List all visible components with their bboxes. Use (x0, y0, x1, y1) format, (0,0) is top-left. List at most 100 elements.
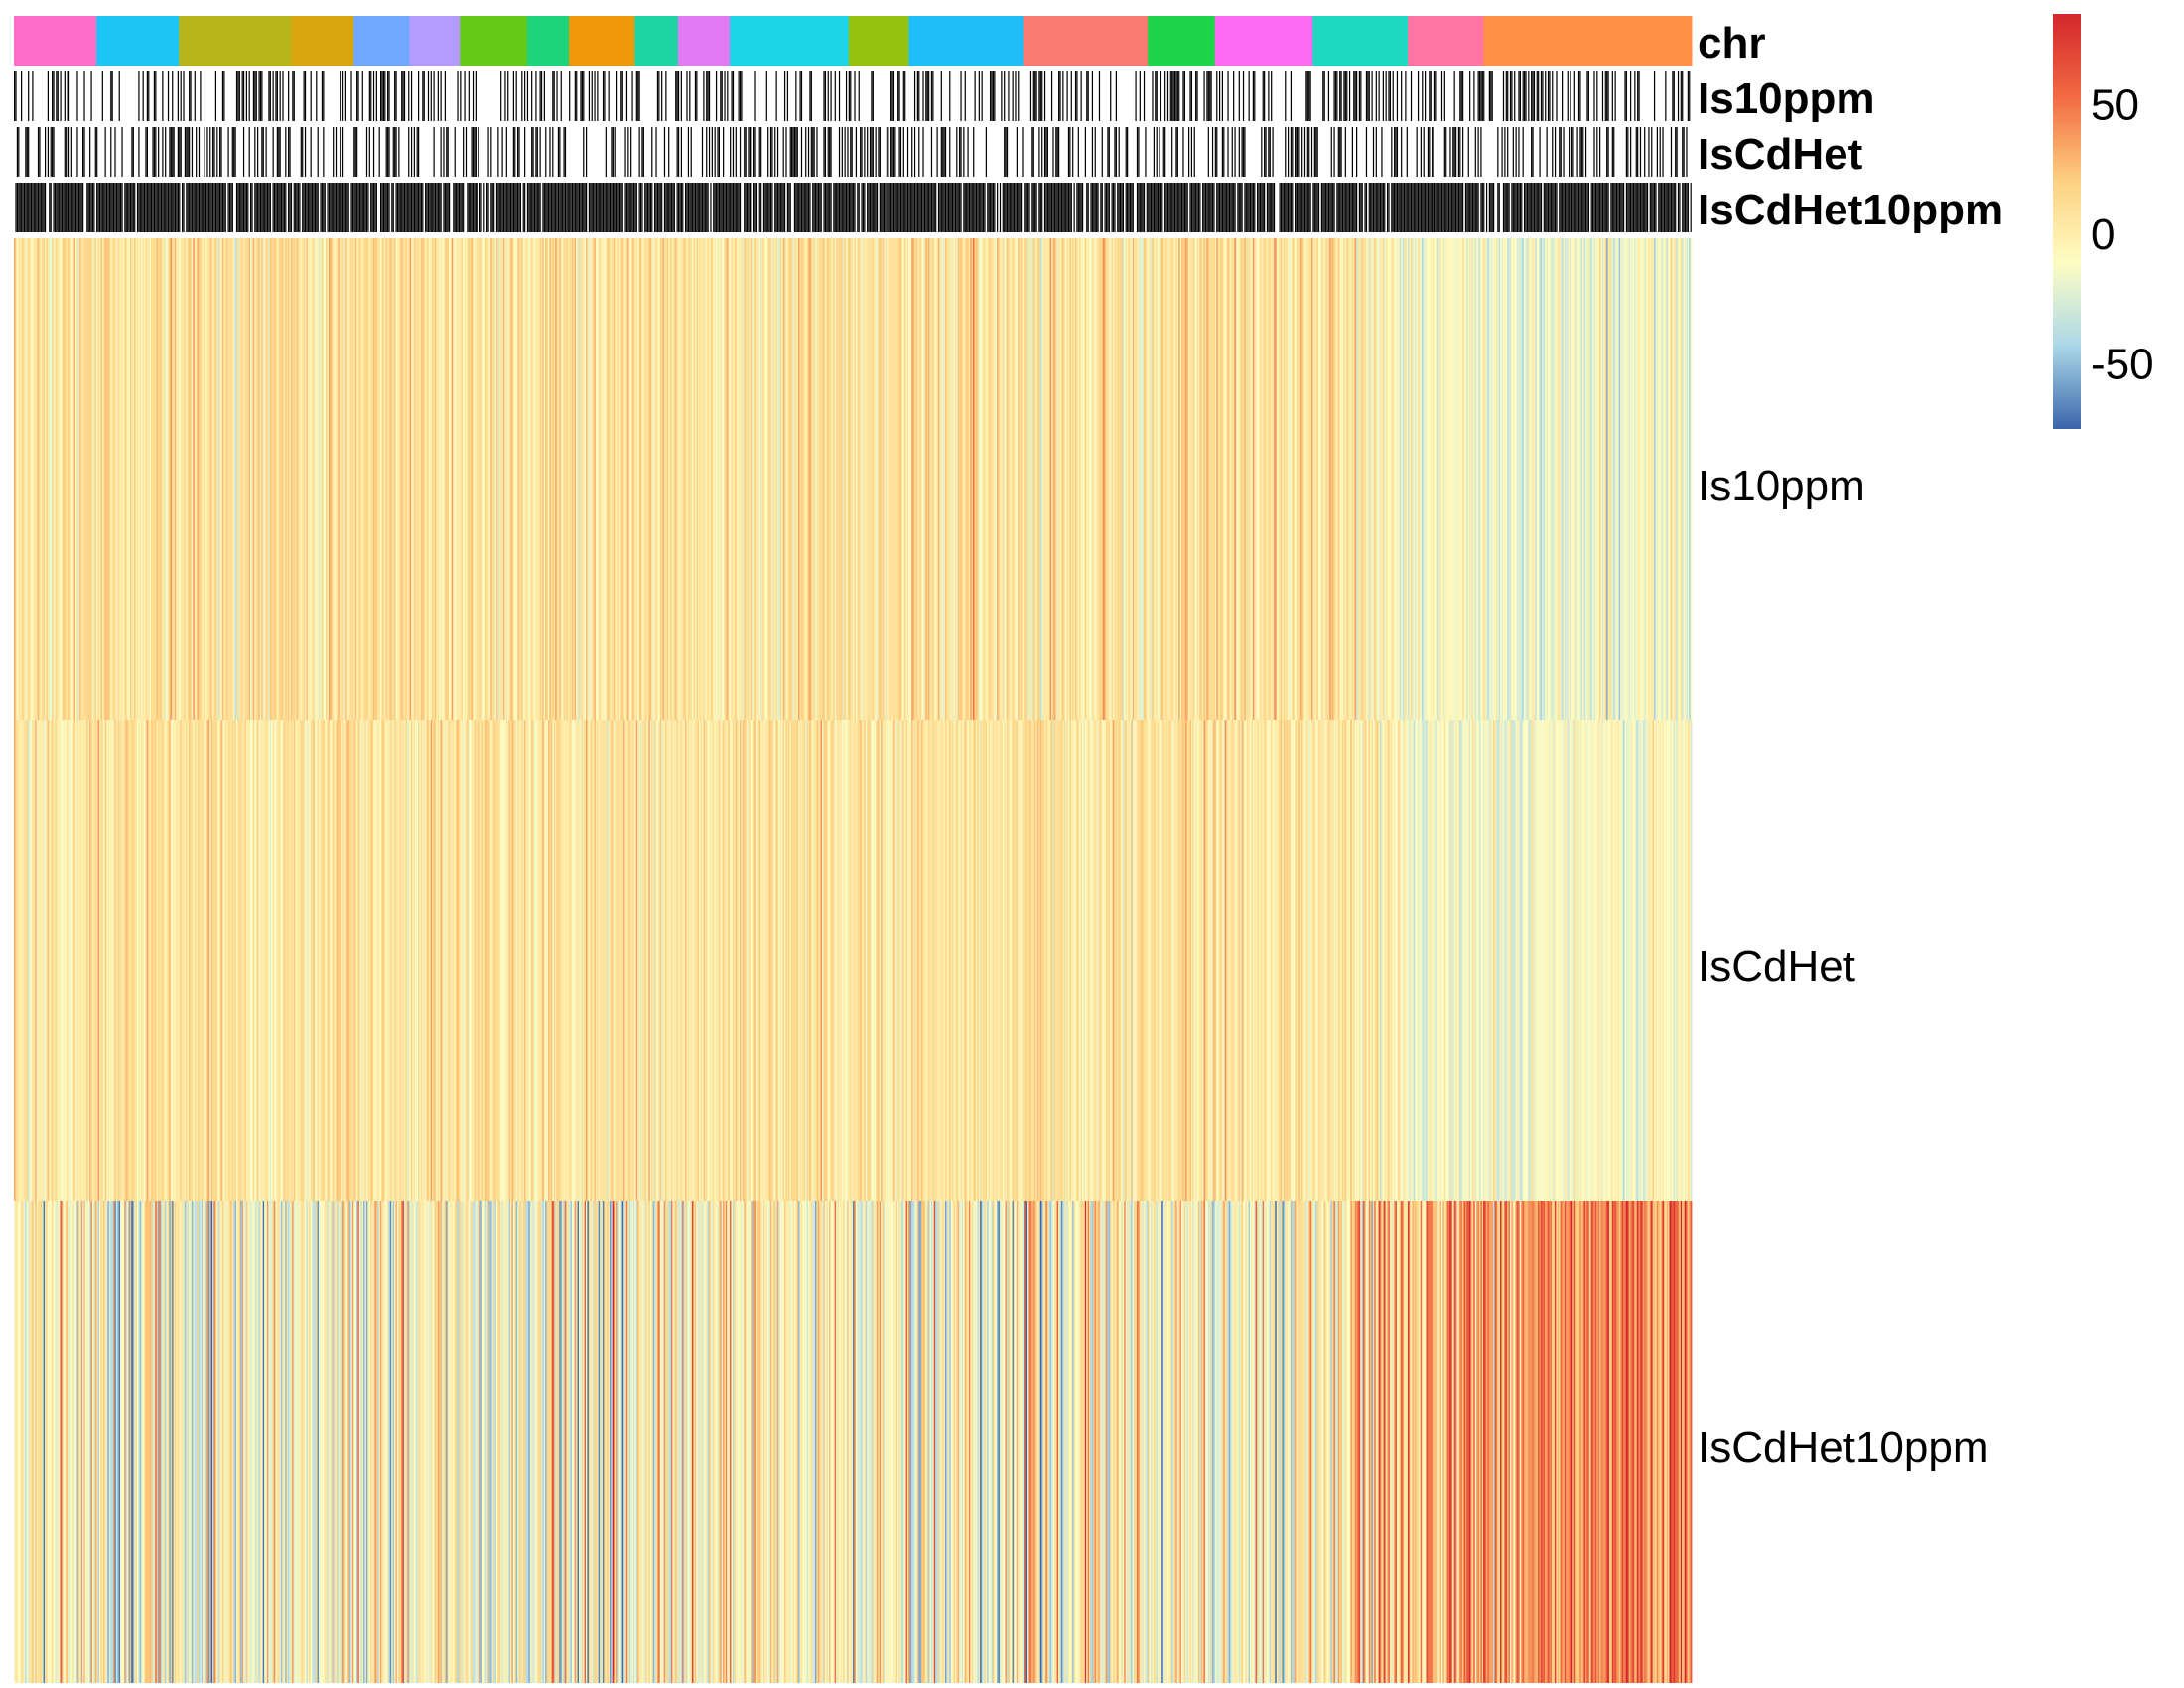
binary-mark (410, 183, 413, 232)
binary-mark (430, 183, 432, 232)
heatmap-cell (894, 720, 897, 1201)
heatmap-cell (570, 238, 573, 720)
heatmap-cell (262, 238, 265, 720)
heatmap-cell (577, 238, 580, 720)
binary-mark (1656, 127, 1658, 177)
binary-mark (1021, 183, 1023, 232)
heatmap-cell (1449, 238, 1452, 720)
binary-mark (1356, 127, 1358, 177)
heatmap-cell (136, 720, 139, 1201)
heatmap-cell (273, 238, 276, 720)
heatmap-cell (475, 1201, 478, 1683)
heatmap-cell (261, 1201, 264, 1683)
heatmap-cell (1018, 720, 1020, 1201)
binary-mark (1248, 183, 1250, 232)
binary-mark (570, 183, 572, 232)
heatmap-cell (296, 720, 299, 1201)
heatmap-cell (90, 238, 93, 720)
heatmap-cell (1115, 720, 1118, 1201)
heatmap-cell (217, 1201, 220, 1683)
heatmap-cell (1403, 238, 1406, 720)
heatmap-cell (871, 1201, 874, 1683)
binary-mark (1476, 183, 1478, 232)
heatmap-cell (491, 720, 494, 1201)
heatmap-cell (614, 720, 615, 1201)
binary-mark (1615, 183, 1618, 232)
binary-mark (675, 71, 677, 121)
heatmap-cell (956, 1201, 959, 1683)
heatmap-cell (532, 720, 535, 1201)
heatmap-cell (659, 238, 662, 720)
heatmap-cell (1303, 720, 1306, 1201)
binary-mark (1593, 183, 1595, 232)
binary-mark (943, 183, 945, 232)
binary-mark (354, 127, 356, 177)
binary-mark (1296, 183, 1297, 232)
heatmap-cell (848, 238, 851, 720)
heatmap-cell (461, 720, 464, 1201)
heatmap-cell (911, 238, 913, 720)
binary-mark (1663, 183, 1666, 232)
heatmap-cell (1419, 238, 1422, 720)
heatmap-cell (80, 720, 83, 1201)
binary-mark (940, 183, 942, 232)
heatmap-cell (1410, 238, 1413, 720)
heatmap-cell (680, 720, 683, 1201)
heatmap-cell (1596, 720, 1599, 1201)
heatmap-cell (211, 1201, 214, 1683)
binary-mark (230, 183, 232, 232)
heatmap-cell (1535, 238, 1538, 720)
heatmap-cell (389, 1201, 392, 1683)
heatmap-cell (302, 1201, 304, 1683)
binary-mark (699, 183, 701, 232)
binary-mark (1606, 71, 1608, 121)
heatmap-cell (1344, 238, 1347, 720)
binary-mark (809, 71, 811, 121)
binary-mark (514, 127, 516, 177)
binary-mark (169, 127, 171, 177)
heatmap-cell (693, 720, 696, 1201)
heatmap-cell (1171, 720, 1173, 1201)
binary-mark (295, 183, 297, 232)
binary-mark (437, 183, 439, 232)
heatmap-cell (477, 720, 478, 1201)
binary-mark (1257, 183, 1259, 232)
heatmap-cell (288, 1201, 290, 1683)
heatmap-cell (141, 720, 143, 1201)
heatmap-cell (960, 720, 963, 1201)
heatmap-cell (1522, 238, 1525, 720)
heatmap-cell (753, 238, 755, 720)
heatmap-cell (405, 720, 408, 1201)
heatmap-cell (1682, 238, 1684, 720)
heatmap-cell (580, 720, 583, 1201)
binary-mark (1240, 183, 1242, 232)
heatmap-cell (73, 1201, 76, 1683)
binary-mark (1360, 183, 1362, 232)
binary-mark (350, 71, 352, 121)
heatmap-cell (1013, 238, 1016, 720)
binary-mark (1637, 71, 1639, 121)
heatmap-cell (141, 1201, 143, 1683)
heatmap-cell (577, 720, 580, 1201)
heatmap-cell (792, 720, 795, 1201)
heatmap-cell (493, 720, 495, 1201)
binary-mark (783, 71, 786, 121)
binary-mark (1058, 183, 1060, 232)
binary-mark (560, 71, 562, 121)
heatmap-cell (500, 720, 502, 1201)
heatmap-cell (374, 1201, 377, 1683)
heatmap-cell (812, 1201, 814, 1683)
binary-mark (1227, 71, 1229, 121)
heatmap-cell (827, 238, 830, 720)
heatmap-cell (939, 720, 942, 1201)
heatmap-cell (107, 238, 110, 720)
binary-mark (296, 183, 298, 232)
heatmap-cell (1132, 720, 1135, 1201)
heatmap-cell (533, 1201, 536, 1683)
binary-mark (612, 127, 614, 177)
heatmap-cell (59, 720, 61, 1201)
heatmap-cell (394, 238, 396, 720)
heatmap-cell (860, 720, 862, 1201)
heatmap-cell (196, 720, 198, 1201)
binary-mark (1011, 183, 1013, 232)
